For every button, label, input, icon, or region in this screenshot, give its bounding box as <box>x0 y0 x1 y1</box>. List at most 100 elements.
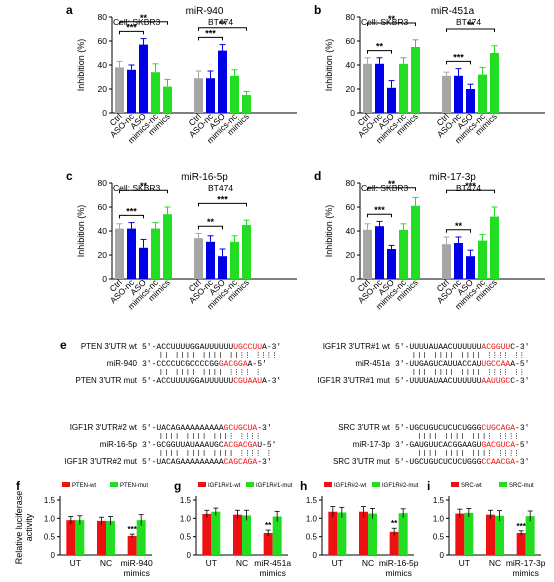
panel-letter: f <box>16 479 21 493</box>
bar <box>490 53 499 113</box>
y-tick-label: 1.5 <box>44 496 56 505</box>
bar-mut <box>525 516 535 555</box>
sequence-label: IGF1R 3′UTR#2 wt <box>70 423 138 432</box>
sequence: 3′-CCCCUCGCCCCGGGACGGAA-5′ <box>142 360 267 369</box>
sequence-segment: ACGACGA <box>224 441 258 450</box>
sequence-segment: 5′-UACAGAAAAAAAAA <box>142 458 224 467</box>
category-label: mimics <box>512 568 538 578</box>
bar <box>218 50 227 113</box>
y-tick-label: 0 <box>313 551 318 560</box>
panel-title: miR-940 <box>186 6 224 17</box>
significance-bracket <box>446 189 495 194</box>
y-tick-label: 0 <box>102 108 107 118</box>
bar <box>230 241 239 279</box>
y-tick-label: 0 <box>350 274 355 284</box>
significance-label: *** <box>126 206 137 216</box>
category-label: UT <box>459 558 470 568</box>
panel-letter: e <box>60 338 67 352</box>
category-label: mimics <box>123 568 149 578</box>
sequence-segment: 5′-UGCUGUCUCUCUGGG <box>395 458 482 467</box>
significance-label: ** <box>265 521 272 530</box>
sequence-segment: C-3′ <box>510 377 529 386</box>
sequence-segment: 3′-UUGAGUCAUUACCAU <box>395 360 482 369</box>
sequence-segment: GACGUCA <box>481 441 515 450</box>
significance-label: ** <box>376 42 384 52</box>
category-label: NC <box>362 558 374 568</box>
sequence-segment: -3′ <box>515 424 529 433</box>
panel-letter: c <box>66 169 73 183</box>
sequence-segment: C-3′ <box>510 343 529 352</box>
bar-mut <box>337 512 347 555</box>
y-axis-label: Inhibition (%) <box>76 205 86 258</box>
y-tick-label: 0 <box>350 108 355 118</box>
significance-label: ** <box>467 20 475 30</box>
bar <box>399 229 408 279</box>
y-tick-label: 0.5 <box>306 533 318 542</box>
bar-mut <box>368 513 377 555</box>
bar <box>399 63 408 113</box>
sequence-segment: 5′-UUUUAUAACUUUUUU <box>395 343 482 352</box>
bar <box>442 75 451 113</box>
bar <box>242 95 251 113</box>
bar-mut <box>464 512 474 555</box>
bar <box>478 74 487 113</box>
legend-label: IGF1R#1-wt <box>208 483 241 489</box>
sequence-segment: 3′-CCCCUCGCCCCGG <box>142 360 219 369</box>
y-axis-label-line: Relative luciferase <box>14 491 24 565</box>
y-tick-label: 60 <box>346 36 356 46</box>
panel-letter: a <box>66 3 73 17</box>
panel-h: h IGF1R#2-wt IGF1R#2-mut 0 0.5 1.0 1.5 UT NC ** mi… <box>300 479 419 578</box>
bar <box>466 89 475 113</box>
sequence-segment: -5′ <box>515 441 529 450</box>
sequence-segment: GCUGCUA <box>224 424 258 433</box>
sequence-segment: CUGCAGA <box>481 424 515 433</box>
sequence-segment: CCAACGA <box>481 458 515 467</box>
bar <box>375 63 384 113</box>
legend-swatch-wt <box>324 482 332 487</box>
significance-label: ** <box>207 217 215 227</box>
y-tick-label: 80 <box>98 12 108 22</box>
y-tick-label: 60 <box>98 202 108 212</box>
category-label: miR-451a <box>254 558 291 568</box>
panel-title: miR-451a <box>431 6 475 17</box>
bar <box>411 47 420 113</box>
bar-mut <box>242 515 251 555</box>
significance-bracket <box>119 30 144 35</box>
sequence-segment: CGUAAU <box>233 377 262 386</box>
legend-swatch-mut <box>499 482 507 487</box>
bar-mut <box>75 520 85 555</box>
bar <box>387 249 396 279</box>
sequence-segment: 5′-ACCUUUUGGAUUUUUU <box>142 343 233 352</box>
sequence-label: miR-17-3p <box>353 440 391 449</box>
bar <box>127 69 136 113</box>
bar <box>163 86 172 113</box>
sequence-segment: A-5′ <box>510 360 529 369</box>
y-tick-label: 40 <box>346 60 356 70</box>
y-tick-label: 0 <box>440 551 445 560</box>
sequence-block: IGF1R 3′UTR#2 wt 5′-UACAGAAAAAAAAAGCUGCUA… <box>64 423 276 467</box>
sequence-segment: CAGCAGA <box>224 458 258 467</box>
significance-bracket <box>198 27 247 31</box>
group-label: BT474 <box>208 17 233 27</box>
bar-wt <box>516 533 526 555</box>
category-label: miR-940 <box>121 558 153 568</box>
significance-label: ** <box>140 181 148 191</box>
bar <box>230 75 239 113</box>
sequence-segment: 5′-UACAGAAAAAAAAA <box>142 424 224 433</box>
significance-bracket <box>198 202 247 207</box>
sequence-segment: ACGGUU <box>481 343 510 352</box>
y-tick-label: 1.0 <box>433 514 445 523</box>
sequence-segment: U-5′ <box>257 441 276 450</box>
bar <box>242 225 251 279</box>
category-label: NC <box>489 558 501 568</box>
bar <box>411 205 420 279</box>
bar-wt <box>202 513 212 555</box>
y-tick-label: 0.5 <box>433 533 445 542</box>
bar <box>375 226 384 279</box>
sequence: 3′-GCGGUUAUAAAUGCACGACGAU-5′ <box>142 441 276 450</box>
significance-label: ** <box>455 221 463 231</box>
significance-bracket <box>367 22 416 26</box>
sequence-block: IGF1R 3′UTR#1 wt 5′-UUUUAUAACUUUUUUACGGUU… <box>317 342 529 386</box>
